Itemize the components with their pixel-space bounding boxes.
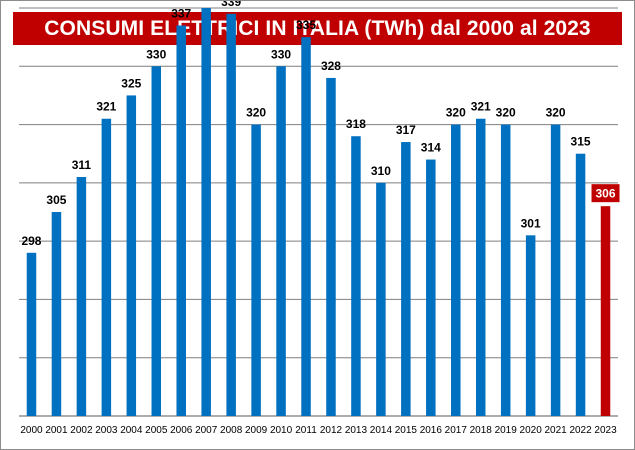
value-label-2019: 320: [496, 106, 516, 120]
value-label-2022: 315: [571, 135, 591, 149]
bar-2016: [426, 159, 436, 417]
x-tick-label-2014: 2014: [370, 425, 393, 436]
bar-2019: [500, 124, 511, 417]
value-label-2018: 321: [471, 100, 491, 114]
value-label-2020: 301: [521, 216, 541, 230]
bar-2006: [176, 25, 186, 416]
bar-2015: [401, 142, 411, 417]
x-tick-label-2011: 2011: [295, 425, 317, 436]
bar-2020: [525, 235, 536, 416]
bar-2010: [276, 66, 286, 417]
x-tick-label-2004: 2004: [120, 425, 143, 436]
x-tick-label-2019: 2019: [495, 425, 518, 436]
value-label-2016: 314: [421, 141, 441, 155]
bar-2007: [201, 8, 211, 416]
value-label-2012: 328: [321, 59, 341, 73]
highlight-label-box: [591, 184, 620, 203]
bar-2009: [251, 124, 261, 417]
value-label-2006: 337: [171, 6, 191, 20]
value-label-2009: 320: [246, 106, 266, 120]
x-tick-label-2023: 2023: [594, 425, 617, 436]
value-label-2007: 340: [196, 1, 216, 3]
bar-2018: [475, 118, 486, 416]
x-tick-label-2010: 2010: [270, 425, 293, 436]
value-label-2021: 320: [546, 106, 566, 120]
bar-2017: [451, 124, 461, 417]
value-label-2017: 320: [446, 106, 466, 120]
value-label-2013: 318: [346, 117, 366, 131]
bar-2001: [51, 212, 62, 416]
bar-2003: [101, 118, 112, 416]
bar-2004: [126, 95, 137, 416]
x-tick-label-2016: 2016: [420, 425, 443, 436]
x-tick-label-2021: 2021: [544, 425, 567, 436]
x-tick-label-2000: 2000: [20, 425, 43, 436]
bar-2014: [376, 182, 386, 416]
bar-2022: [575, 153, 586, 416]
x-tick-label-2018: 2018: [470, 425, 493, 436]
x-tick-label-2017: 2017: [445, 425, 468, 436]
bar-2000: [26, 252, 37, 416]
x-tick-label-2007: 2007: [195, 425, 218, 436]
value-label-2015: 317: [396, 123, 416, 137]
bar-2011: [301, 37, 311, 417]
bar-2012: [326, 77, 336, 416]
x-tick-label-2022: 2022: [569, 425, 592, 436]
x-tick-label-2001: 2001: [45, 425, 68, 436]
value-label-2014: 310: [371, 164, 391, 178]
x-tick-label-2002: 2002: [70, 425, 93, 436]
x-tick-label-2006: 2006: [170, 425, 193, 436]
bar-2023: [600, 206, 611, 416]
value-label-2010: 330: [271, 47, 291, 61]
value-label-2001: 305: [46, 193, 66, 207]
value-label-2003: 321: [96, 100, 116, 114]
value-label-2000: 298: [21, 234, 41, 248]
bar-2005: [151, 66, 162, 417]
value-label-2005: 330: [146, 47, 166, 61]
x-tick-label-2008: 2008: [220, 425, 243, 436]
x-tick-label-2015: 2015: [395, 425, 418, 436]
bar-2021: [550, 124, 561, 417]
value-label-2008: 339: [221, 1, 241, 9]
bar-2008: [226, 13, 236, 416]
value-label-2011: 335: [296, 18, 316, 32]
x-tick-label-2005: 2005: [145, 425, 168, 436]
value-label-2002: 311: [72, 158, 92, 172]
x-tick-label-2009: 2009: [245, 425, 268, 436]
x-tick-label-2003: 2003: [95, 425, 118, 436]
value-label-2023: 306: [596, 187, 616, 201]
bar-2013: [351, 136, 361, 416]
x-tick-label-2020: 2020: [520, 425, 543, 436]
x-tick-label-2013: 2013: [345, 425, 368, 436]
bar-2002: [76, 177, 87, 416]
x-tick-label-2012: 2012: [320, 425, 343, 436]
value-label-2004: 325: [121, 76, 141, 90]
